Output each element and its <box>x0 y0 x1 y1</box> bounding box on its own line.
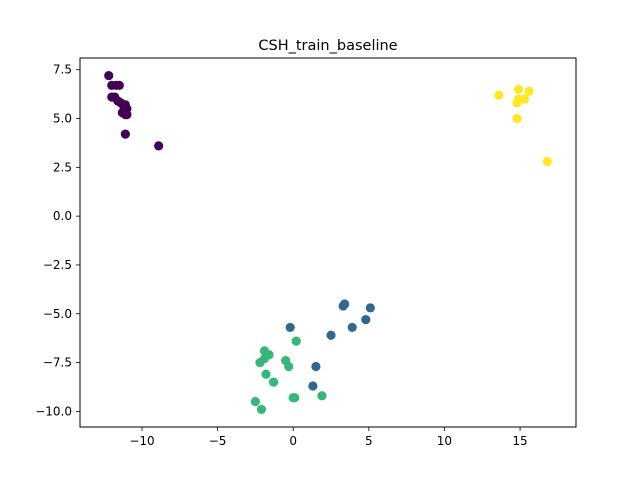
y-tick-label: 0.0 <box>53 209 72 223</box>
data-point <box>250 397 261 407</box>
chart-title: CSH_train_baseline <box>258 38 397 54</box>
plot-frame <box>79 57 577 428</box>
data-point <box>524 86 534 96</box>
y-tick-label: 7.5 <box>53 63 72 77</box>
data-point <box>290 393 300 403</box>
data-point <box>340 299 350 309</box>
data-point <box>513 84 524 94</box>
data-point <box>365 303 375 313</box>
x-tick-label: −10 <box>129 434 154 448</box>
data-point <box>261 369 271 379</box>
data-point <box>291 336 301 346</box>
data-point <box>494 90 504 100</box>
y-tick-label: −10.0 <box>35 404 72 418</box>
data-point <box>154 141 164 151</box>
x-tick-label: 5 <box>365 434 373 448</box>
data-point <box>285 322 295 333</box>
axis-ticks: −10 −5 0 5 10 15 −10.0 −7.5 −5.0 −2.5 0.0 2.5 5.0 7.5 <box>35 63 527 448</box>
data-point <box>268 377 279 387</box>
data-point <box>326 330 336 340</box>
y-tick-label: −7.5 <box>43 356 72 370</box>
y-tick-label: 2.5 <box>53 160 72 174</box>
y-tick-label: 5.0 <box>53 112 72 126</box>
data-point <box>347 322 357 333</box>
data-point <box>308 381 318 391</box>
data-point <box>512 113 522 124</box>
data-point <box>113 96 123 106</box>
x-tick-label: −5 <box>209 434 227 448</box>
data-point <box>284 361 294 372</box>
data-point <box>122 110 132 120</box>
x-tick-label: 0 <box>289 434 297 448</box>
data-point <box>104 70 114 81</box>
data-point <box>259 354 270 364</box>
data-point <box>114 80 124 90</box>
data-point <box>361 315 371 325</box>
x-tick-label: 15 <box>512 434 527 448</box>
y-tick-label: −5.0 <box>43 307 72 321</box>
data-points <box>104 70 552 415</box>
data-point <box>120 129 130 139</box>
y-tick-label: −2.5 <box>43 258 72 272</box>
data-point <box>513 94 524 104</box>
data-point <box>311 361 321 372</box>
x-tick-label: 10 <box>437 434 452 448</box>
data-point <box>542 156 552 167</box>
data-point <box>256 404 267 415</box>
data-point <box>317 391 327 401</box>
